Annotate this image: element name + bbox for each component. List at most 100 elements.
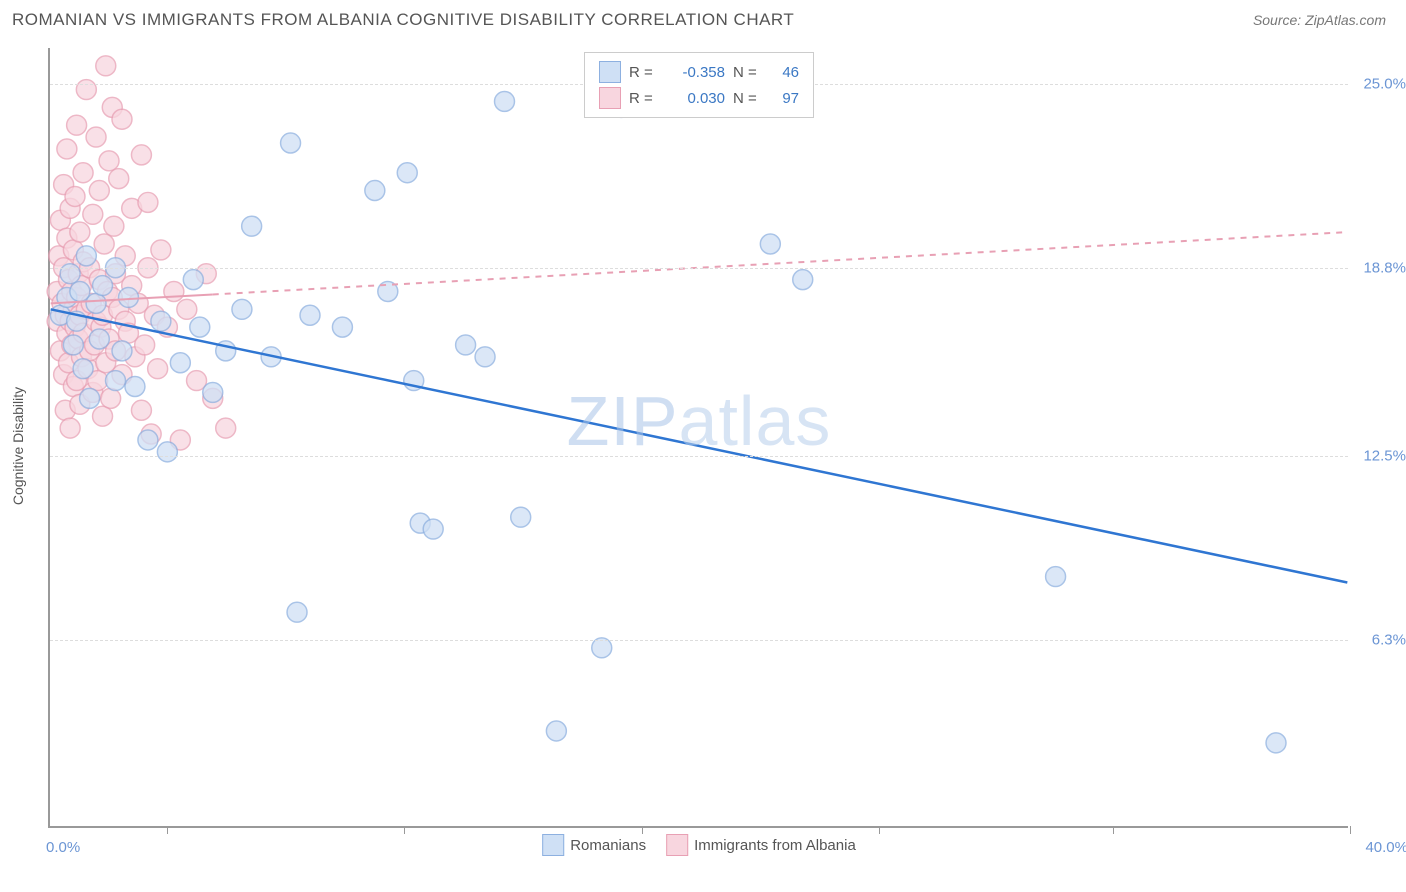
data-point-romanians [793, 270, 813, 290]
data-point-albania [135, 335, 155, 355]
data-point-romanians [242, 216, 262, 236]
y-tick-label: 12.5% [1363, 447, 1406, 464]
data-point-romanians [511, 507, 531, 527]
data-point-albania [99, 151, 119, 171]
data-point-albania [177, 299, 197, 319]
x-tick [1113, 826, 1114, 834]
stats-row-romanians: R = -0.358 N = 46 [599, 59, 799, 85]
data-point-romanians [89, 329, 109, 349]
data-point-albania [164, 282, 184, 302]
data-point-albania [60, 418, 80, 438]
data-point-albania [131, 400, 151, 420]
r-value-albania: 0.030 [665, 90, 725, 107]
data-point-albania [76, 80, 96, 100]
r-label: R = [629, 64, 657, 81]
data-point-romanians [300, 305, 320, 325]
n-value-albania: 97 [769, 90, 799, 107]
trend-line-romanians [51, 309, 1348, 582]
data-point-romanians [397, 163, 417, 183]
data-point-albania [216, 418, 236, 438]
chart-title: ROMANIAN VS IMMIGRANTS FROM ALBANIA COGN… [12, 10, 794, 30]
stats-row-albania: R = 0.030 N = 97 [599, 85, 799, 111]
data-point-romanians [151, 311, 171, 331]
data-point-romanians [170, 353, 190, 373]
x-tick [1350, 826, 1351, 834]
n-label: N = [733, 64, 761, 81]
data-point-romanians [495, 91, 515, 111]
data-point-romanians [281, 133, 301, 153]
swatch-romanians [599, 61, 621, 83]
data-point-romanians [287, 602, 307, 622]
data-point-romanians [157, 442, 177, 462]
stats-legend: R = -0.358 N = 46 R = 0.030 N = 97 [584, 52, 814, 118]
data-point-romanians [546, 721, 566, 741]
data-point-romanians [106, 371, 126, 391]
data-point-romanians [183, 270, 203, 290]
gridline [50, 268, 1348, 269]
data-point-romanians [332, 317, 352, 337]
y-tick-label: 6.3% [1372, 632, 1406, 649]
data-point-romanians [1046, 567, 1066, 587]
legend-item-albania: Immigrants from Albania [666, 834, 856, 856]
data-point-albania [138, 192, 158, 212]
header: ROMANIAN VS IMMIGRANTS FROM ALBANIA COGN… [0, 0, 1406, 36]
r-value-romanians: -0.358 [665, 64, 725, 81]
x-min-label: 0.0% [46, 839, 80, 856]
y-axis-title: Cognitive Disability [10, 387, 26, 505]
gridline [50, 456, 1348, 457]
x-tick [642, 826, 643, 834]
data-point-romanians [760, 234, 780, 254]
data-point-albania [151, 240, 171, 260]
x-tick [404, 826, 405, 834]
chart-area: ZIPatlas R = -0.358 N = 46 R = 0.030 N =… [48, 48, 1348, 828]
data-point-romanians [475, 347, 495, 367]
data-point-albania [104, 216, 124, 236]
data-point-albania [94, 234, 114, 254]
legend-label-albania: Immigrants from Albania [694, 837, 856, 854]
data-point-albania [67, 115, 87, 135]
x-tick [879, 826, 880, 834]
data-point-albania [112, 109, 132, 129]
scatter-plot [50, 48, 1348, 826]
data-point-romanians [190, 317, 210, 337]
data-point-albania [148, 359, 168, 379]
x-tick [167, 826, 168, 834]
data-point-romanians [93, 276, 113, 296]
data-point-romanians [203, 382, 223, 402]
n-label: N = [733, 90, 761, 107]
series-legend: Romanians Immigrants from Albania [532, 834, 866, 856]
data-point-romanians [80, 388, 100, 408]
data-point-romanians [63, 335, 83, 355]
data-point-romanians [76, 246, 96, 266]
data-point-albania [83, 204, 103, 224]
data-point-romanians [86, 293, 106, 313]
data-point-romanians [125, 377, 145, 397]
data-point-albania [93, 406, 113, 426]
data-point-romanians [138, 430, 158, 450]
y-tick-label: 25.0% [1363, 75, 1406, 92]
data-point-albania [89, 181, 109, 201]
data-point-albania [96, 56, 116, 76]
gridline [50, 640, 1348, 641]
data-point-romanians [232, 299, 252, 319]
data-point-romanians [1266, 733, 1286, 753]
legend-item-romanians: Romanians [542, 834, 646, 856]
data-point-albania [86, 127, 106, 147]
x-max-label: 40.0% [1365, 839, 1406, 856]
data-point-albania [73, 163, 93, 183]
y-tick-label: 18.8% [1363, 260, 1406, 277]
data-point-romanians [60, 264, 80, 284]
data-point-albania [57, 139, 77, 159]
swatch-albania [599, 87, 621, 109]
data-point-albania [131, 145, 151, 165]
n-value-romanians: 46 [769, 64, 799, 81]
r-label: R = [629, 90, 657, 107]
legend-label-romanians: Romanians [570, 837, 646, 854]
data-point-romanians [112, 341, 132, 361]
source-label: Source: ZipAtlas.com [1253, 12, 1386, 28]
data-point-romanians [73, 359, 93, 379]
data-point-romanians [423, 519, 443, 539]
swatch-albania [666, 834, 688, 856]
data-point-romanians [365, 181, 385, 201]
data-point-romanians [456, 335, 476, 355]
